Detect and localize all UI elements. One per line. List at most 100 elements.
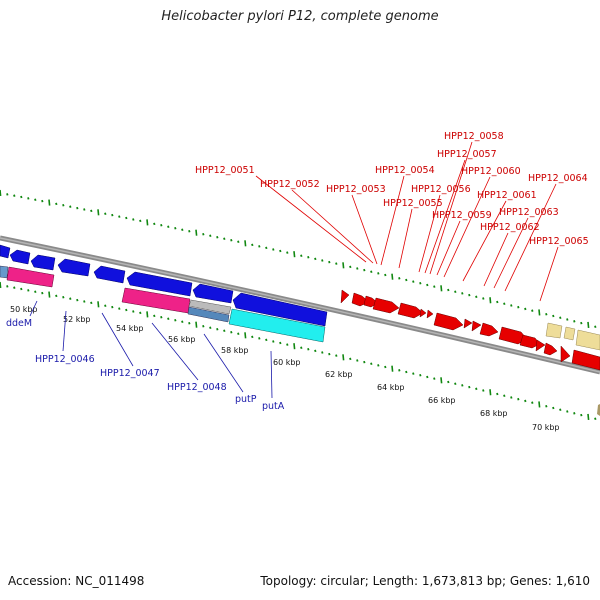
tick-mark bbox=[384, 365, 387, 369]
gene-label-hpp12-0055: HPP12_0055 bbox=[383, 198, 443, 209]
tick-mark bbox=[244, 332, 247, 339]
tick-mark bbox=[34, 290, 37, 294]
gene-label-hpp12-0058: HPP12_0058 bbox=[444, 131, 504, 142]
tick-mark bbox=[209, 234, 212, 237]
tick-mark bbox=[349, 357, 352, 361]
gene-arrow bbox=[471, 320, 482, 332]
tick-mark bbox=[251, 335, 254, 339]
tick-mark bbox=[370, 270, 373, 274]
tick-mark bbox=[244, 240, 247, 247]
forward-callout-lines bbox=[255, 141, 559, 302]
tick-mark bbox=[426, 375, 429, 379]
tick-mark bbox=[202, 324, 205, 328]
tick-mark bbox=[531, 401, 534, 404]
tick-mark bbox=[398, 277, 401, 280]
tick-mark bbox=[90, 209, 93, 213]
tick-mark bbox=[440, 285, 443, 292]
tick-mark bbox=[181, 228, 184, 231]
tick-mark bbox=[139, 219, 142, 223]
gene-arrow bbox=[30, 254, 56, 271]
genome-summary-text: Topology: circular; Length: 1,673,813 bp… bbox=[260, 574, 590, 588]
ruler-label: 54 kbp bbox=[116, 324, 144, 333]
tick-mark bbox=[0, 281, 2, 289]
tick-mark bbox=[440, 377, 443, 384]
tick-mark bbox=[559, 408, 562, 412]
gene-label-hpp12-0057: HPP12_0057 bbox=[437, 149, 497, 160]
tick-mark bbox=[48, 291, 51, 298]
tick-mark bbox=[41, 291, 44, 295]
tick-mark bbox=[83, 208, 86, 211]
tick-mark bbox=[41, 199, 44, 203]
map-title: Helicobacter pylori P12, complete genome bbox=[161, 9, 439, 24]
tick-mark bbox=[216, 327, 219, 331]
tick-mark bbox=[342, 262, 345, 269]
tick-mark bbox=[237, 240, 240, 244]
tick-mark bbox=[594, 325, 597, 328]
gene-label-putp: putP bbox=[235, 394, 257, 405]
tick-mark bbox=[545, 312, 548, 316]
tick-mark bbox=[55, 202, 58, 206]
ruler-label: 68 kbp bbox=[480, 409, 508, 418]
tick-mark bbox=[272, 248, 275, 251]
gene-arrow bbox=[519, 334, 541, 349]
tick-mark bbox=[342, 354, 345, 361]
reverse-gene-labels: ddeM HPP12_0046 HPP12_0047 HPP12_0048 pu… bbox=[6, 318, 285, 412]
tick-mark bbox=[258, 337, 261, 340]
gene-arrow bbox=[372, 297, 400, 314]
tick-mark bbox=[433, 285, 436, 288]
tick-mark bbox=[62, 296, 65, 299]
tick-mark bbox=[97, 301, 100, 308]
gene-label-puta: putA bbox=[262, 401, 285, 412]
tick-mark bbox=[174, 318, 177, 322]
gene-label-hpp12-0060: HPP12_0060 bbox=[461, 166, 521, 177]
gene-label-hpp12-0046: HPP12_0046 bbox=[35, 354, 95, 365]
gene-label-hpp12-0052: HPP12_0052 bbox=[260, 179, 320, 190]
tick-mark bbox=[90, 301, 93, 305]
tick-mark bbox=[293, 343, 296, 350]
tick-mark bbox=[174, 226, 177, 230]
gene-arrow bbox=[535, 339, 546, 352]
tick-mark bbox=[300, 346, 303, 349]
tick-mark bbox=[475, 295, 478, 299]
tick-mark bbox=[545, 404, 548, 408]
tick-mark bbox=[398, 369, 401, 372]
tick-mark bbox=[587, 413, 590, 420]
tick-mark bbox=[223, 237, 226, 240]
tick-mark bbox=[146, 219, 149, 226]
gene-arrow bbox=[397, 302, 424, 319]
tick-mark bbox=[405, 370, 408, 374]
tick-mark bbox=[230, 238, 233, 242]
tick-mark bbox=[419, 282, 422, 285]
gene-label-hpp12-0051: HPP12_0051 bbox=[195, 165, 255, 176]
tick-mark bbox=[496, 392, 499, 396]
gene-arrow bbox=[543, 342, 558, 356]
tick-mark bbox=[62, 204, 65, 207]
tick-mark bbox=[300, 254, 303, 257]
tick-mark bbox=[188, 229, 191, 233]
tick-mark bbox=[265, 338, 268, 342]
gene-label-hpp12-0063: HPP12_0063 bbox=[499, 207, 559, 218]
tick-mark bbox=[566, 318, 569, 321]
tick-mark bbox=[328, 352, 331, 356]
tick-mark bbox=[335, 262, 338, 265]
tick-mark bbox=[454, 382, 457, 385]
gene-arrow bbox=[126, 271, 193, 297]
tick-mark bbox=[517, 305, 520, 309]
tick-mark bbox=[419, 374, 422, 377]
tick-mark bbox=[118, 307, 121, 310]
tick-mark bbox=[580, 321, 583, 325]
tick-mark bbox=[482, 389, 485, 392]
tick-mark bbox=[27, 197, 30, 200]
tick-mark bbox=[496, 300, 499, 304]
gene-arrow bbox=[571, 349, 600, 371]
tick-mark bbox=[251, 243, 254, 247]
tick-mark bbox=[0, 189, 2, 197]
tick-mark bbox=[307, 256, 310, 259]
tick-mark bbox=[216, 235, 219, 239]
tick-mark bbox=[510, 396, 513, 399]
tick-mark bbox=[83, 300, 86, 303]
reverse-callout-lines bbox=[29, 300, 273, 399]
tick-mark bbox=[447, 380, 450, 384]
tick-mark bbox=[272, 340, 275, 343]
